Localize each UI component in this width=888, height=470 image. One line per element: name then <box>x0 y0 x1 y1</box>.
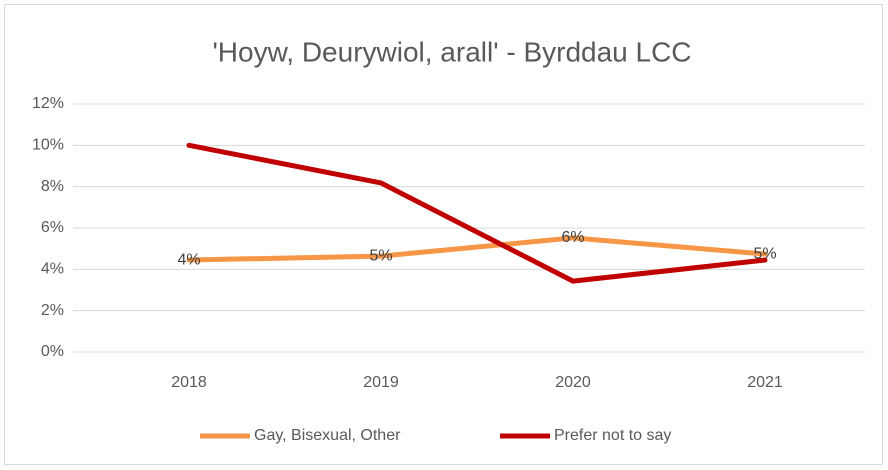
y-tick-label: 8% <box>41 178 64 195</box>
data-label: 5% <box>753 245 776 262</box>
x-tick-label: 2021 <box>747 374 783 391</box>
legend-label: Prefer not to say <box>554 427 671 444</box>
y-tick-label: 0% <box>41 343 64 360</box>
chart-border <box>4 4 883 465</box>
chart-title: 'Hoyw, Deurywiol, arall' - Byrddau LCC <box>212 36 691 67</box>
x-tick-label: 2020 <box>555 374 591 391</box>
data-label: 6% <box>561 229 584 246</box>
legend-label: Gay, Bisexual, Other <box>254 427 401 444</box>
x-tick-label: 2019 <box>363 374 399 391</box>
y-tick-label: 10% <box>32 137 64 154</box>
data-label: 4% <box>177 251 200 268</box>
y-tick-label: 6% <box>41 219 64 236</box>
y-tick-label: 4% <box>41 261 64 278</box>
data-label: 5% <box>369 247 392 264</box>
series-line <box>186 235 768 263</box>
x-tick-label: 2018 <box>171 374 207 391</box>
y-tick-label: 12% <box>32 95 64 112</box>
y-tick-label: 2% <box>41 302 64 319</box>
series-line <box>186 142 768 284</box>
